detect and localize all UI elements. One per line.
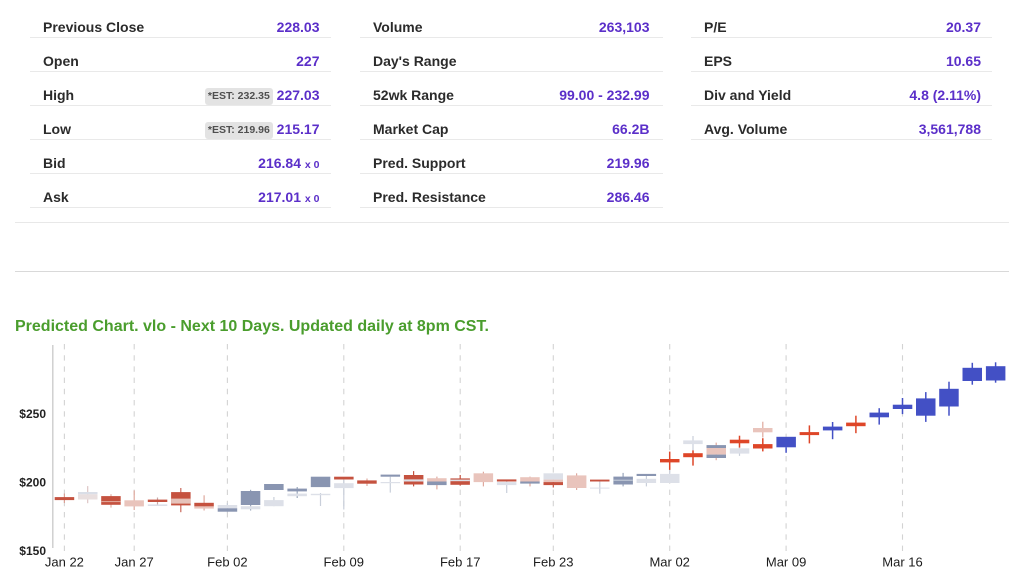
svg-text:$150: $150 xyxy=(19,544,46,558)
svg-text:$250: $250 xyxy=(19,407,46,421)
svg-text:Feb 09: Feb 09 xyxy=(324,555,364,570)
svg-text:Mar 09: Mar 09 xyxy=(766,555,806,570)
svg-text:Mar 16: Mar 16 xyxy=(882,555,922,570)
svg-text:$200: $200 xyxy=(19,476,46,490)
svg-text:Jan 22: Jan 22 xyxy=(45,555,84,570)
svg-text:Jan 27: Jan 27 xyxy=(115,555,154,570)
svg-text:Feb 02: Feb 02 xyxy=(207,555,247,570)
svg-text:Mar 02: Mar 02 xyxy=(649,555,689,570)
svg-text:Feb 23: Feb 23 xyxy=(533,555,573,570)
svg-text:Feb 17: Feb 17 xyxy=(440,555,480,570)
